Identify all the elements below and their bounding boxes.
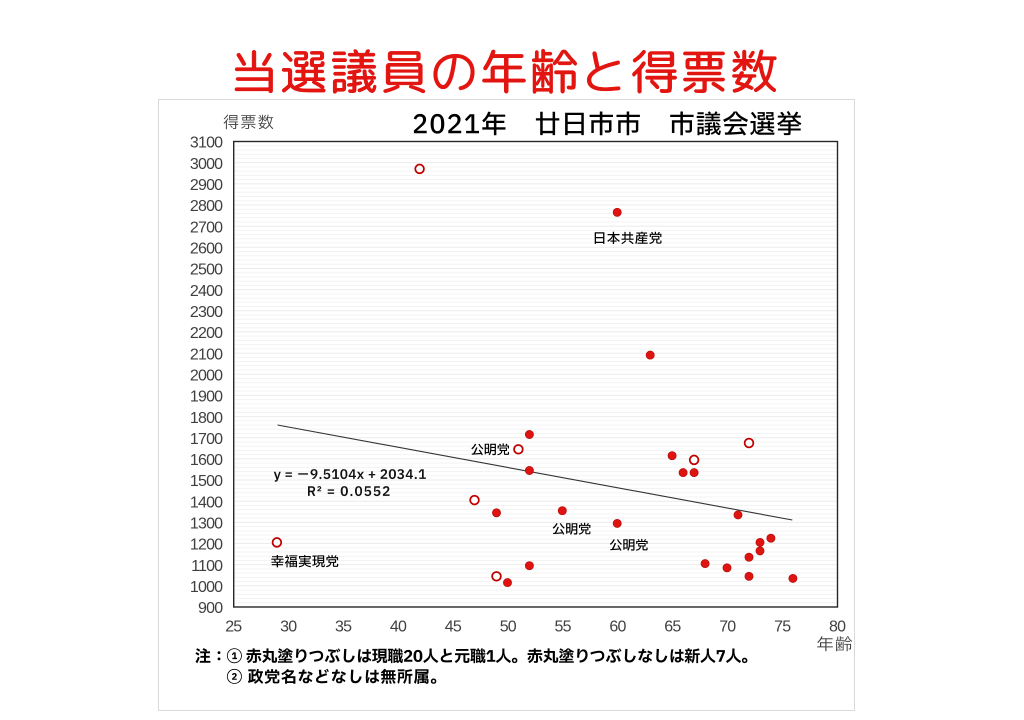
svg-text:1500: 1500 bbox=[190, 473, 223, 490]
svg-text:2900: 2900 bbox=[190, 177, 223, 194]
svg-text:900: 900 bbox=[198, 600, 223, 617]
svg-text:55: 55 bbox=[554, 618, 571, 635]
svg-text:2500: 2500 bbox=[190, 262, 223, 279]
svg-text:2300: 2300 bbox=[190, 304, 223, 321]
svg-text:1300: 1300 bbox=[190, 516, 223, 533]
svg-text:45: 45 bbox=[445, 618, 462, 635]
svg-text:2800: 2800 bbox=[190, 198, 223, 215]
svg-text:1200: 1200 bbox=[190, 537, 223, 554]
svg-text:2000: 2000 bbox=[190, 367, 223, 384]
svg-text:3100: 3100 bbox=[190, 135, 223, 152]
svg-text:40: 40 bbox=[390, 618, 407, 635]
svg-text:1700: 1700 bbox=[190, 431, 223, 448]
svg-text:1100: 1100 bbox=[191, 558, 223, 575]
svg-text:60: 60 bbox=[609, 618, 626, 635]
svg-text:2600: 2600 bbox=[190, 241, 223, 258]
svg-text:1000: 1000 bbox=[190, 579, 223, 596]
svg-text:50: 50 bbox=[500, 618, 517, 635]
svg-text:35: 35 bbox=[335, 618, 352, 635]
svg-text:2100: 2100 bbox=[190, 346, 223, 363]
svg-text:30: 30 bbox=[280, 618, 297, 635]
svg-text:1900: 1900 bbox=[190, 389, 223, 406]
svg-text:70: 70 bbox=[719, 618, 736, 635]
svg-text:25: 25 bbox=[225, 618, 242, 635]
svg-text:75: 75 bbox=[774, 618, 791, 635]
svg-text:1800: 1800 bbox=[190, 410, 223, 427]
svg-text:2200: 2200 bbox=[190, 325, 223, 342]
svg-text:2700: 2700 bbox=[190, 219, 223, 236]
svg-text:1600: 1600 bbox=[190, 452, 223, 469]
svg-text:2400: 2400 bbox=[190, 283, 223, 300]
svg-text:3000: 3000 bbox=[190, 156, 223, 173]
svg-text:65: 65 bbox=[664, 618, 681, 635]
svg-text:80: 80 bbox=[829, 618, 846, 635]
svg-text:1400: 1400 bbox=[190, 494, 223, 511]
